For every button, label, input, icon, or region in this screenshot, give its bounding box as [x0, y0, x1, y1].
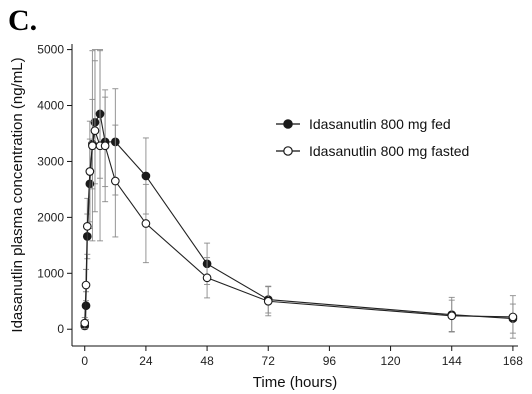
y-tick-label: 2000 [37, 210, 64, 224]
y-tick-label: 0 [57, 322, 64, 336]
data-point [91, 127, 99, 135]
data-point [83, 223, 91, 231]
x-tick-label: 72 [262, 354, 276, 368]
data-point [509, 313, 517, 321]
series-line [85, 131, 513, 323]
error-bars [82, 50, 516, 339]
x-axis-ticks: 0 24 48 72 96 120 144 168 [81, 346, 523, 368]
data-point [82, 302, 90, 310]
x-tick-label: 168 [503, 354, 523, 368]
data-point [101, 142, 109, 150]
legend-marker-fed [284, 120, 292, 128]
x-tick-label: 48 [200, 354, 214, 368]
y-axis-ticks: 0 1000 2000 3000 4000 5000 [37, 43, 72, 337]
legend: Idasanutlin 800 mg fed Idasanutlin 800 m… [276, 116, 469, 159]
axes [72, 44, 518, 346]
data-point [81, 319, 89, 327]
data-point [112, 177, 120, 185]
x-tick-label: 144 [442, 354, 462, 368]
error-bars [82, 50, 516, 334]
y-tick-label: 4000 [37, 99, 64, 113]
data-point [264, 297, 272, 305]
data-point [82, 281, 90, 289]
data-point [448, 312, 456, 320]
legend-label-fasted: Idasanutlin 800 mg fasted [309, 143, 469, 159]
y-tick-label: 1000 [37, 266, 64, 280]
y-tick-label: 3000 [37, 154, 64, 168]
x-tick-label: 24 [139, 354, 153, 368]
data-point [86, 168, 94, 176]
series-layer [81, 50, 517, 339]
data-point [203, 274, 211, 282]
data-point [142, 220, 150, 228]
y-tick-label: 5000 [37, 43, 64, 57]
y-axis-title: Idasanutlin plasma concentration (ng/mL) [9, 57, 26, 332]
x-axis-title: Time (hours) [253, 374, 337, 391]
x-tick-label: 120 [381, 354, 401, 368]
legend-item-fasted: Idasanutlin 800 mg fasted [276, 143, 469, 159]
legend-marker-fasted [284, 147, 292, 155]
series-fasted [81, 50, 517, 339]
legend-label-fed: Idasanutlin 800 mg fed [309, 116, 451, 132]
x-tick-label: 96 [323, 354, 337, 368]
legend-item-fed: Idasanutlin 800 mg fed [276, 116, 451, 132]
x-tick-label: 0 [81, 354, 88, 368]
data-point [142, 172, 150, 180]
data-point [89, 142, 97, 150]
